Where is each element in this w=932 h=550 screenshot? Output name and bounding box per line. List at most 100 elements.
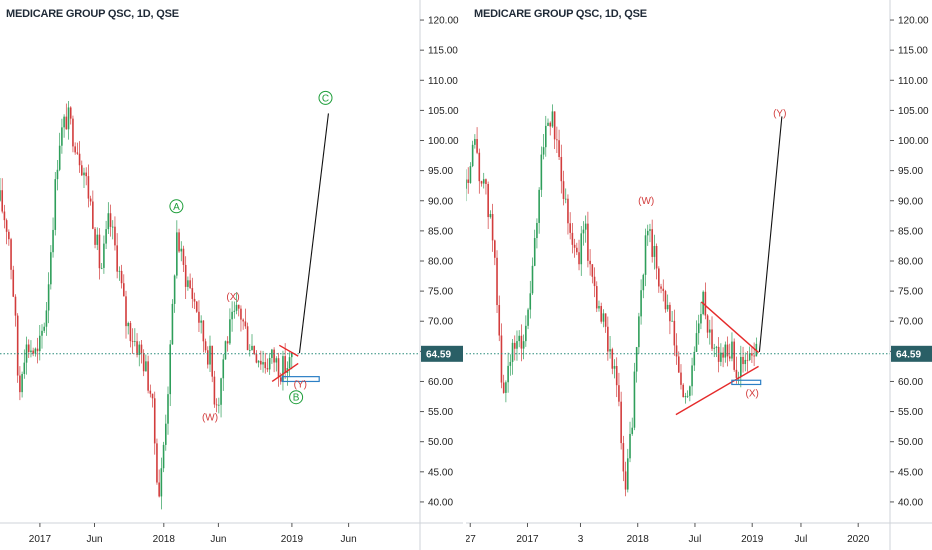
candle-body — [98, 234, 101, 269]
candle-body — [549, 122, 552, 127]
candle-body — [242, 319, 244, 322]
candle-body — [134, 341, 136, 343]
candle-body — [153, 398, 156, 444]
candle-body — [80, 165, 83, 176]
candle-body — [576, 247, 578, 253]
candle-body — [169, 344, 172, 395]
candle-body — [540, 154, 543, 190]
candle-body — [513, 342, 516, 349]
candle-body — [613, 366, 616, 369]
y-tick-label: 75.00 — [898, 287, 923, 298]
chart-right-svg[interactable]: 120.00 115.00 110.00 105.00 100.00 95.00 90.00… — [466, 0, 932, 550]
candle-body — [178, 232, 180, 252]
candle-body — [145, 361, 147, 372]
candle-body — [671, 320, 673, 322]
candle-body — [140, 344, 143, 354]
last-price-label: 64.59 — [426, 349, 451, 360]
candle-body — [277, 358, 280, 378]
candle-body — [58, 145, 61, 170]
candle-body — [740, 356, 742, 377]
x-tick-label: 27 — [466, 534, 476, 545]
candle-body — [255, 353, 258, 363]
candle-body — [266, 368, 269, 370]
chart-panel-right[interactable]: 120.00 115.00 110.00 105.00 100.00 95.00 90.00… — [466, 0, 932, 550]
wave-label-circle — [289, 390, 304, 405]
x-tick-label: 2017 — [29, 534, 52, 545]
candle-body — [193, 298, 196, 302]
candle-body — [96, 234, 99, 245]
candle-body — [204, 341, 207, 351]
candle-body — [171, 303, 174, 345]
candle-body — [235, 304, 238, 311]
candle-body — [83, 172, 85, 176]
candle-body — [704, 291, 707, 316]
candle-body — [43, 326, 46, 331]
candle-body — [158, 482, 160, 497]
chart-left-svg[interactable]: 120.00 115.00 110.00 105.00 100.00 95.00 90.00… — [0, 0, 464, 550]
candle-body — [16, 315, 19, 376]
candle-body — [3, 211, 6, 221]
candle-body — [542, 147, 545, 155]
candle-body — [587, 223, 589, 261]
wave-label: (Y) — [773, 108, 786, 119]
candle-body — [642, 274, 645, 291]
candle-body — [682, 384, 685, 398]
trendline — [271, 362, 299, 383]
x-tick-label: 2019 — [741, 534, 764, 545]
candle-body — [689, 386, 691, 396]
candle-body — [264, 362, 267, 369]
candle-body — [87, 176, 90, 199]
wave-label: C — [322, 93, 329, 104]
candle-body — [489, 214, 492, 218]
x-tick-label: 2018 — [627, 534, 650, 545]
candle-body — [142, 353, 145, 372]
candle-body — [482, 179, 485, 184]
candle-body — [547, 122, 549, 126]
candle-body — [522, 341, 525, 349]
candle-body — [564, 198, 567, 200]
y-tick-label: 110.00 — [428, 76, 458, 87]
candle-body — [720, 352, 722, 362]
y-tick-label: 45.00 — [898, 467, 923, 478]
y-tick-label: 50.00 — [898, 437, 923, 448]
candle-body — [709, 329, 711, 333]
candle-body — [717, 346, 720, 362]
candle-body — [65, 116, 68, 130]
candle-body — [675, 345, 678, 357]
projection-line — [758, 116, 783, 352]
y-tick-label: 120.00 — [898, 16, 929, 27]
candle-body — [684, 396, 687, 398]
candle-body — [34, 348, 37, 354]
candle-body — [209, 345, 211, 365]
candle-body — [742, 356, 744, 365]
candle-body — [220, 378, 222, 405]
candle-body — [0, 190, 1, 201]
candle-body — [658, 268, 660, 287]
candle-body — [615, 366, 618, 386]
candle-body — [476, 139, 478, 153]
candle-body — [184, 264, 187, 287]
candle-body — [553, 111, 556, 140]
wave-label: (W) — [202, 413, 218, 424]
candle-body — [156, 443, 158, 483]
candle-body — [713, 347, 716, 349]
candle-body — [78, 153, 81, 166]
target-box — [731, 379, 762, 386]
chart-panel-left[interactable]: 120.00 115.00 110.00 105.00 100.00 95.00 90.00… — [0, 0, 464, 550]
candle-body — [487, 183, 489, 218]
x-tick-label: 2017 — [516, 534, 539, 545]
y-tick-label: 100.00 — [428, 136, 459, 147]
candle-body — [505, 382, 507, 393]
candle-body — [593, 276, 596, 287]
candle-body — [180, 248, 183, 252]
candle-body — [94, 228, 96, 245]
candle-body — [226, 341, 229, 344]
candle-body — [36, 348, 39, 352]
trendline — [700, 301, 760, 354]
candle-body — [92, 201, 94, 229]
candle-body — [509, 361, 512, 366]
candle-body — [620, 401, 622, 444]
candle-body — [27, 344, 30, 353]
candle-body — [735, 369, 738, 378]
candle-body — [63, 116, 65, 128]
